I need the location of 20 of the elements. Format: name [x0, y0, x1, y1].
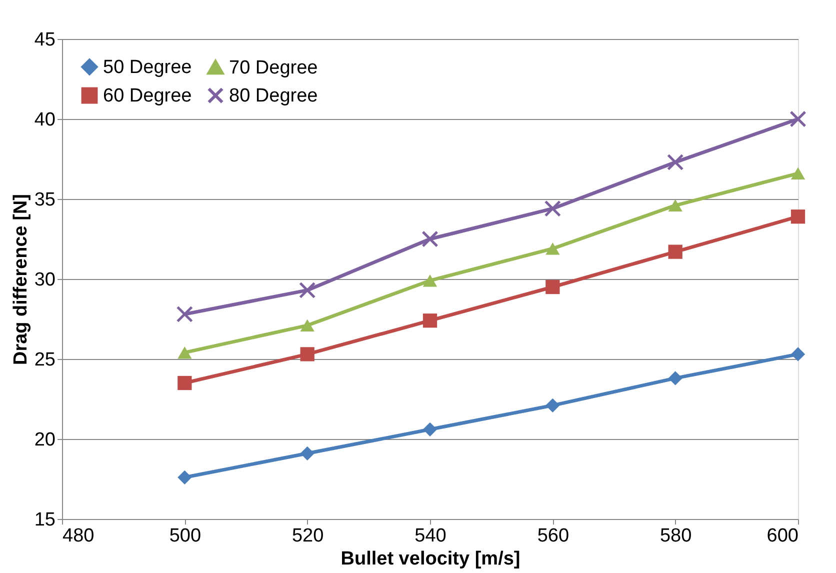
x-axis-title: Bullet velocity [m/s]: [340, 548, 520, 570]
x-tick-label: 540: [414, 526, 446, 546]
legend-label: 50 Degree: [103, 56, 192, 78]
legend-label: 80 Degree: [229, 86, 318, 106]
x-tick-label: 600: [766, 526, 798, 546]
x-tick-label: 580: [660, 526, 692, 546]
y-tick-label: 15: [34, 510, 56, 530]
legend-label: 70 Degree: [229, 57, 318, 78]
y-tick-label: 45: [34, 30, 56, 50]
x-tick-label: 480: [62, 526, 94, 546]
x-tick-label: 520: [292, 526, 324, 546]
legend-label: 60 Degree: [103, 86, 192, 106]
y-tick-label: 30: [34, 270, 56, 290]
x-tick-label: 500: [169, 526, 202, 546]
y-tick-label: 20: [34, 430, 56, 450]
x-tick-label: 560: [537, 526, 570, 546]
y-tick-label: 35: [34, 190, 56, 210]
y-axis-title: Drag difference [N]: [10, 194, 32, 366]
y-tick-label: 25: [34, 350, 56, 370]
y-tick-label: 40: [34, 110, 56, 130]
